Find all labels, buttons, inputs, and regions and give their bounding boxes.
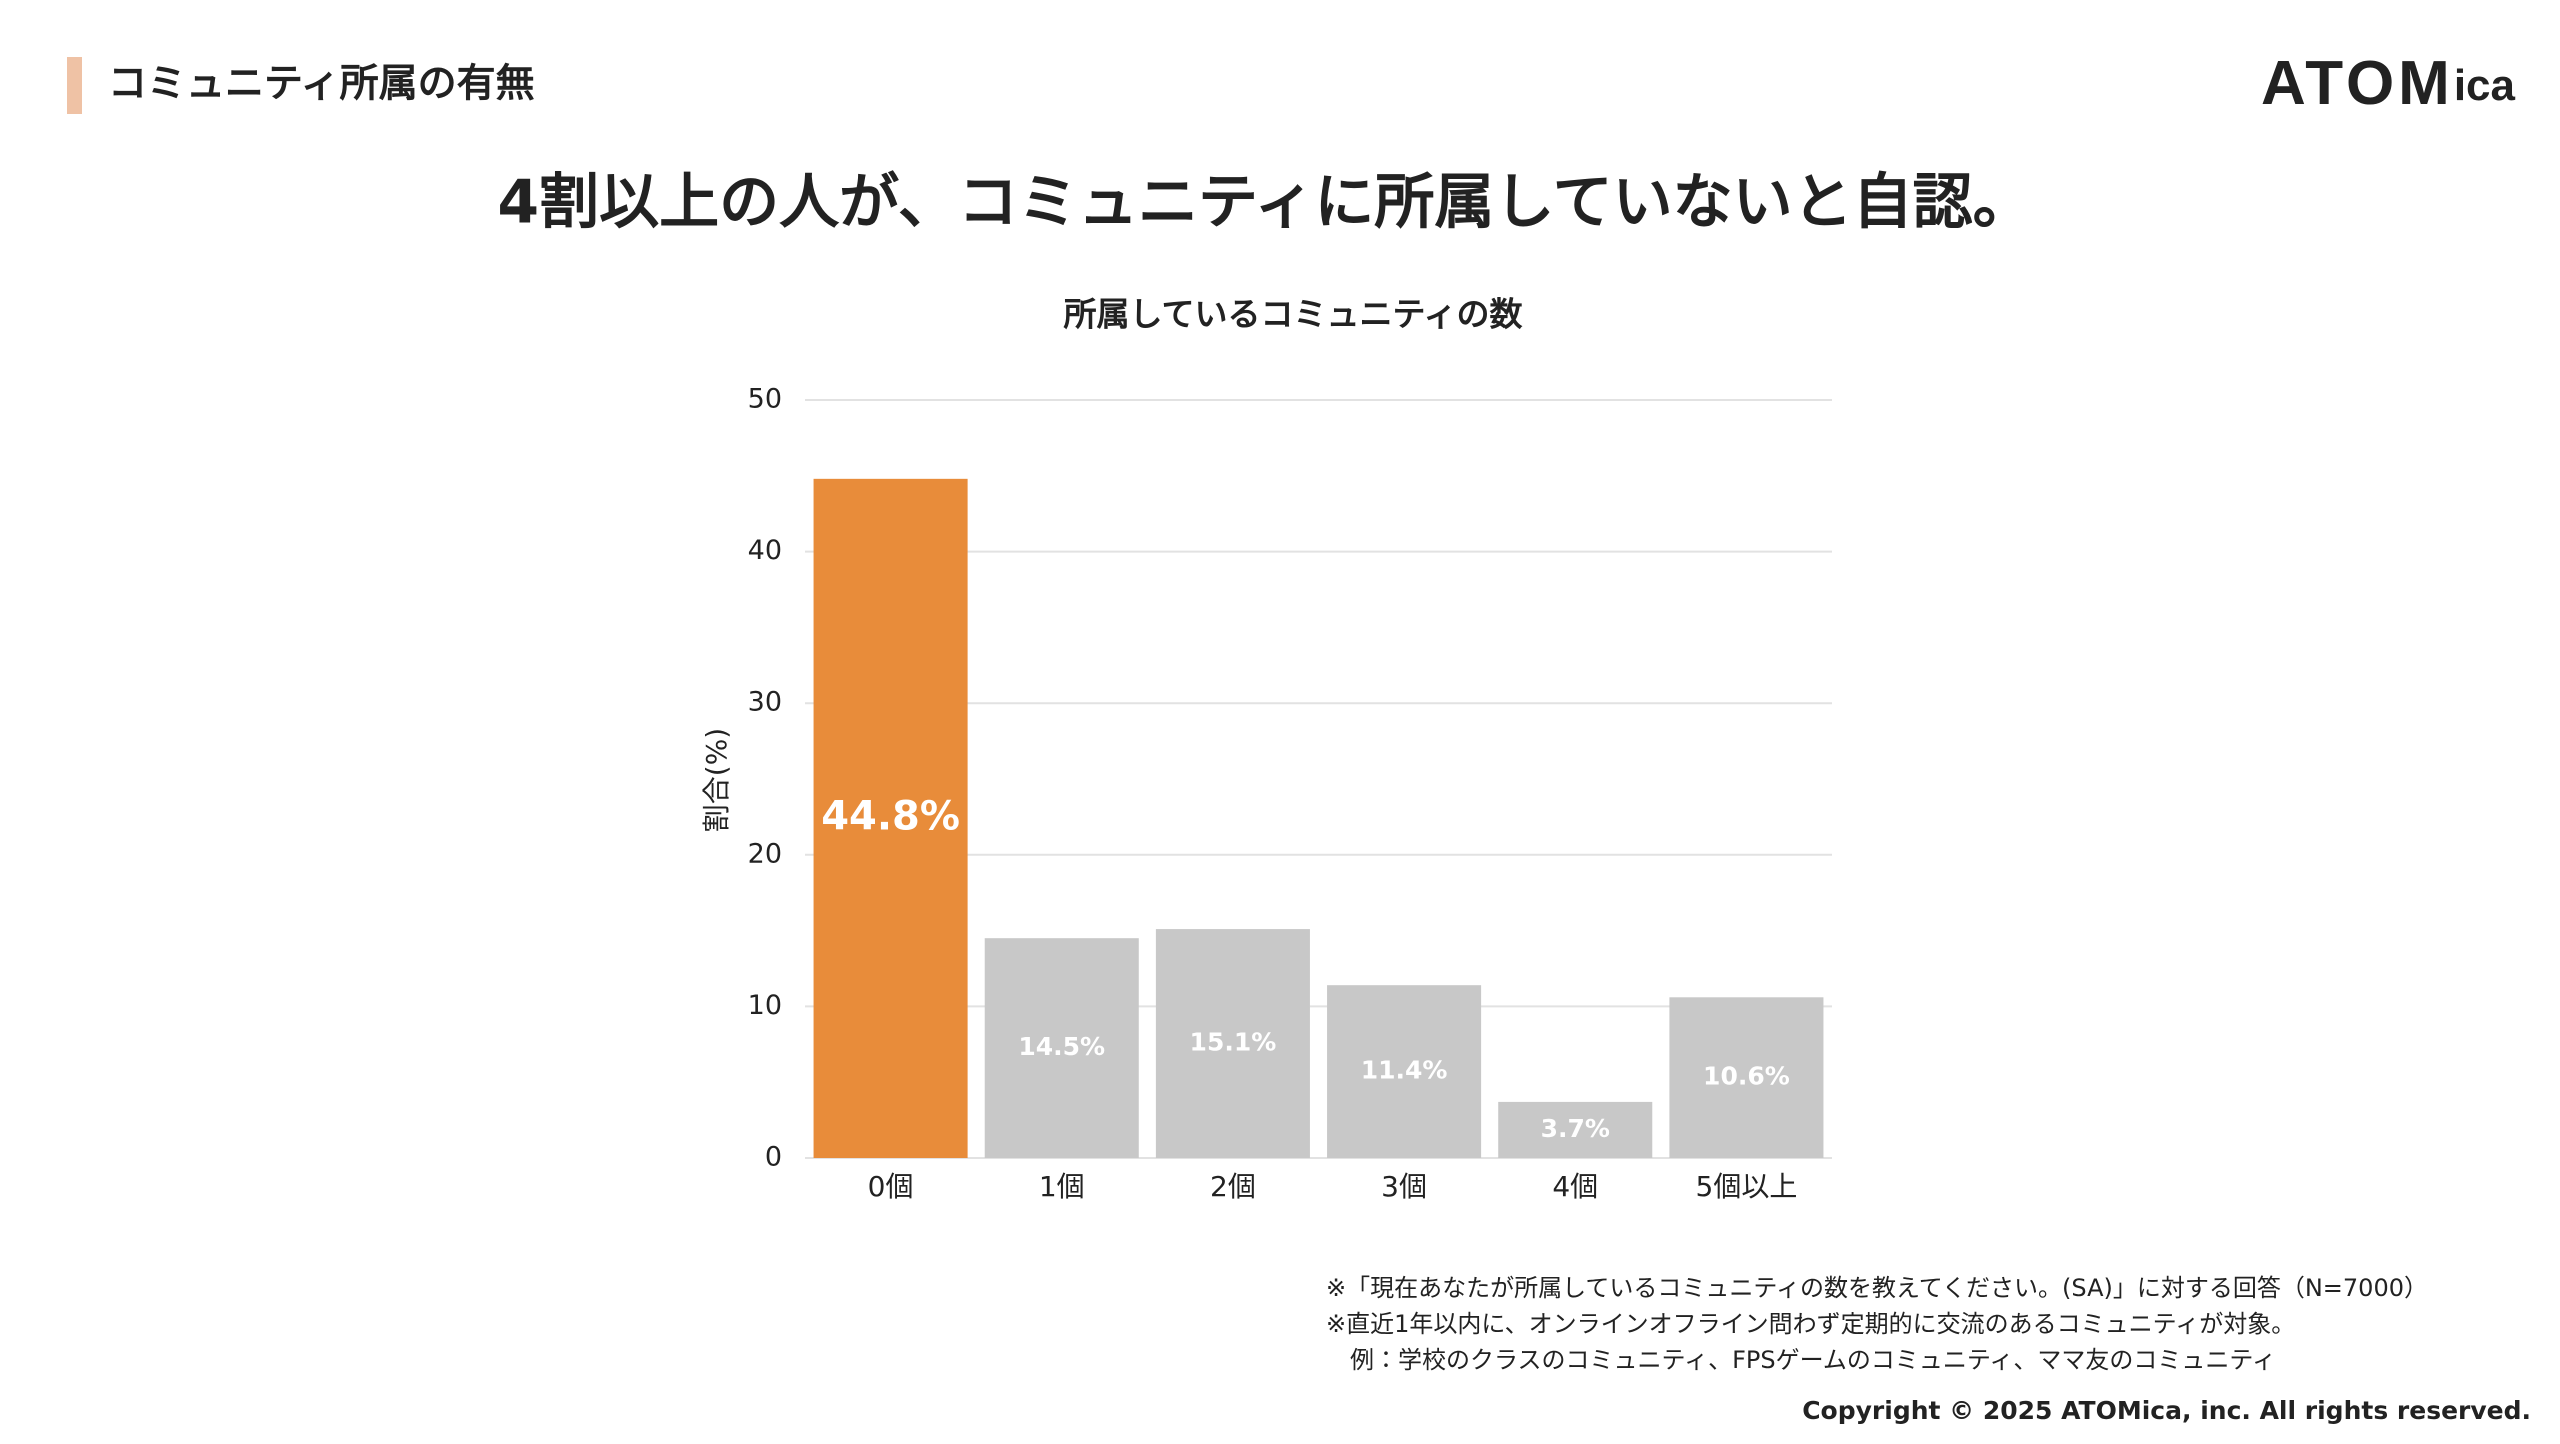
chart-title: 所属しているコミュニティの数: [1062, 295, 1522, 334]
header-accent: [67, 57, 82, 114]
y-tick-label: 30: [748, 687, 782, 718]
bar: [1327, 985, 1482, 1158]
footnote: 例：学校のクラスのコミュニティ、FPSゲームのコミュニティ、ママ友のコミュニティ: [1350, 1346, 2276, 1374]
logo-sub: ica: [2454, 61, 2516, 110]
x-tick-label: 2個: [1210, 1170, 1256, 1203]
bar: [1498, 1101, 1653, 1158]
y-axis-label: 割合(%): [700, 728, 733, 832]
logo: ATOMica: [2261, 49, 2515, 118]
bar: [984, 938, 1139, 1158]
y-tick-label: 50: [748, 384, 782, 415]
footnote: ※「現在あなたが所属しているコミュニティの数を教えてください。(SA)」に対する…: [1326, 1274, 2428, 1302]
value-label: 44.8%: [821, 793, 960, 839]
x-tick-label: 1個: [1039, 1170, 1085, 1203]
y-tick-label: 20: [748, 838, 782, 869]
bar: [813, 478, 968, 1158]
x-tick-label: 4個: [1552, 1170, 1598, 1203]
value-label: 10.6%: [1703, 1062, 1790, 1091]
value-label: 11.4%: [1361, 1056, 1448, 1085]
footnote: ※直近1年以内に、オンラインオフライン問わず定期的に交流のあるコミュニティが対象…: [1326, 1310, 2295, 1338]
y-tick-label: 40: [748, 535, 782, 566]
x-tick-label: 0個: [868, 1170, 914, 1203]
plot: 0 10 20 30 40 50 0個 44.8% 1個 14.5% 2個 15.1% 3個 11.4% 4…: [748, 384, 1832, 1203]
bar: [1669, 997, 1824, 1158]
value-label: 3.7%: [1541, 1114, 1610, 1143]
bar: [1155, 929, 1310, 1158]
headline: 4割以上の人が、コミュニティに所属していないと自認。: [497, 168, 2032, 238]
x-tick-label: 5個以上: [1696, 1170, 1798, 1203]
y-tick-label: 10: [748, 990, 782, 1021]
value-label: 14.5%: [1018, 1032, 1105, 1061]
value-label: 15.1%: [1190, 1028, 1277, 1057]
x-tick-label: 3個: [1381, 1170, 1427, 1203]
logo-main: ATOM: [2261, 49, 2454, 118]
y-tick-label: 0: [765, 1142, 782, 1173]
copyright: Copyright © 2025 ATOMica, inc. All right…: [1802, 1396, 2531, 1425]
header-title: コミュニティ所属の有無: [108, 62, 535, 107]
